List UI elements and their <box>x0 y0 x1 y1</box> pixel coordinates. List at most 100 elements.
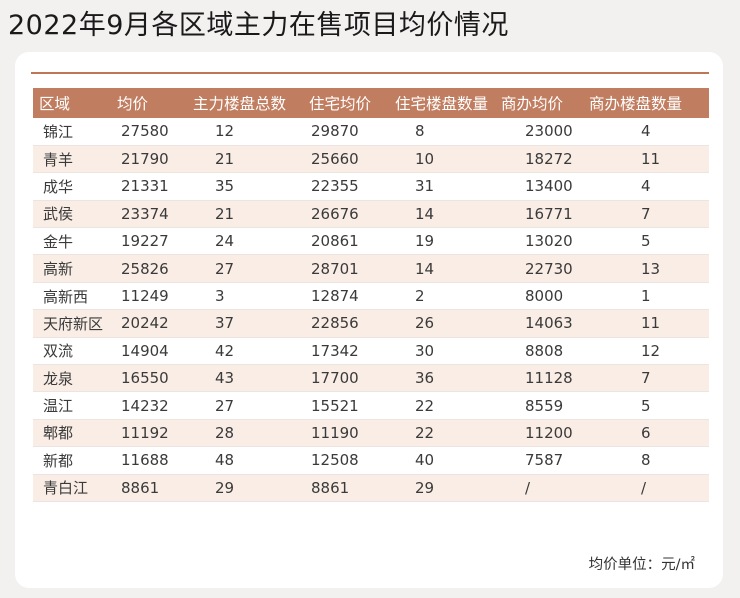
district-cell: 武侯 <box>33 200 111 229</box>
main-projects-cell: 37 <box>187 309 303 338</box>
district-cell: 温江 <box>33 391 111 420</box>
residential-avg-cell: 20861 <box>303 227 389 256</box>
header-commercial-avg: 商办均价 <box>501 95 564 113</box>
avg-price-cell: 19227 <box>111 227 187 256</box>
commercial-count-cell: 4 <box>583 172 709 201</box>
commercial-count-cell: 12 <box>583 337 709 366</box>
table-row: 高新 25826 27 28701 14 22730 13 <box>33 254 709 283</box>
avg-price-cell: 20242 <box>111 309 187 338</box>
residential-avg-cell: 17342 <box>303 337 389 366</box>
header-avg-price: 均价 <box>117 95 149 113</box>
commercial-count-cell: 1 <box>583 282 709 311</box>
residential-avg-cell: 15521 <box>303 391 389 420</box>
residential-count-cell: 30 <box>389 337 495 366</box>
commercial-avg-cell: 11200 <box>495 419 583 448</box>
table-row: 青白江 8861 29 8861 29// <box>33 474 709 502</box>
avg-price-cell: 21331 <box>111 172 187 201</box>
main-projects-cell: 27 <box>187 391 303 420</box>
main-projects-cell: 28 <box>187 419 303 448</box>
district-cell: 锦江 <box>33 118 111 146</box>
avg-price-cell: 21790 <box>111 145 187 174</box>
main-projects-cell: 43 <box>187 364 303 393</box>
avg-price-cell: 8861 <box>111 474 187 502</box>
commercial-count-cell: 4 <box>583 118 709 146</box>
table-row: 新都 11688 48 12508 40 7587 8 <box>33 446 709 475</box>
commercial-count-cell: 6 <box>583 419 709 448</box>
commercial-count-cell: 8 <box>583 446 709 475</box>
avg-price-cell: 23374 <box>111 200 187 229</box>
residential-count-cell: 2 <box>389 282 495 311</box>
district-cell: 郫都 <box>33 419 111 448</box>
table-row: 高新西 11249 3 12874 2 8000 1 <box>33 282 709 311</box>
district-cell: 双流 <box>33 337 111 366</box>
main-projects-cell: 21 <box>187 145 303 174</box>
header-residential-avg: 住宅均价 <box>309 95 372 113</box>
district-cell: 高新 <box>33 254 111 283</box>
table-body: 锦江 27580 12 29870 8 23000 4 青羊 21790 21 25660 10 182… <box>33 118 709 502</box>
commercial-count-cell: 7 <box>583 200 709 229</box>
header-divider <box>31 72 709 74</box>
commercial-avg-cell: 7587 <box>495 446 583 475</box>
avg-price-cell: 14232 <box>111 391 187 420</box>
main-projects-cell: 35 <box>187 172 303 201</box>
district-cell: 龙泉 <box>33 364 111 393</box>
commercial-count-cell: 13 <box>583 254 709 283</box>
residential-avg-cell: 17700 <box>303 364 389 393</box>
residential-avg-cell: 26676 <box>303 200 389 229</box>
table-row: 青羊 21790 21 25660 10 18272 11 <box>33 145 709 174</box>
residential-count-cell: 14 <box>389 200 495 229</box>
district-cell: 成华 <box>33 172 111 201</box>
avg-price-cell: 25826 <box>111 254 187 283</box>
district-cell: 青白江 <box>33 474 111 502</box>
table-header-row: 区域 均价 主力楼盘总数 住宅均价 住宅楼盘数量 商办均价 商办楼盘数量 <box>33 88 709 118</box>
table-row: 郫都 11192 28 11190 22 11200 6 <box>33 419 709 448</box>
table-row: 双流 14904 42 17342 30 8808 12 <box>33 337 709 366</box>
table-row: 天府新区 20242 37 22856 26 14063 11 <box>33 309 709 338</box>
residential-avg-cell: 25660 <box>303 145 389 174</box>
header-commercial-count: 商办楼盘数量 <box>589 95 683 113</box>
commercial-avg-cell: 8000 <box>495 282 583 311</box>
residential-count-cell: 31 <box>389 172 495 201</box>
commercial-avg-cell: 8808 <box>495 337 583 366</box>
commercial-avg-cell: 18272 <box>495 145 583 174</box>
table-row: 温江 14232 27 15521 22 8559 5 <box>33 391 709 420</box>
table-card: 区域 均价 主力楼盘总数 住宅均价 住宅楼盘数量 商办均价 商办楼盘数量 锦江 2… <box>15 52 723 588</box>
residential-avg-cell: 12874 <box>303 282 389 311</box>
residential-count-cell: 19 <box>389 227 495 256</box>
header-residential-count: 住宅楼盘数量 <box>395 95 489 113</box>
residential-count-cell: 36 <box>389 364 495 393</box>
residential-avg-cell: 8861 <box>303 474 389 502</box>
district-cell: 天府新区 <box>33 309 111 338</box>
header-main-projects: 主力楼盘总数 <box>193 95 287 113</box>
main-projects-cell: 24 <box>187 227 303 256</box>
unit-note: 均价单位：元/㎡ <box>588 557 695 573</box>
main-projects-cell: 3 <box>187 282 303 311</box>
avg-price-cell: 27580 <box>111 118 187 146</box>
residential-avg-cell: 12508 <box>303 446 389 475</box>
main-projects-cell: 48 <box>187 446 303 475</box>
main-projects-cell: 12 <box>187 118 303 146</box>
commercial-avg-cell: 13400 <box>495 172 583 201</box>
main-projects-cell: 29 <box>187 474 303 502</box>
residential-avg-cell: 28701 <box>303 254 389 283</box>
table-row: 金牛 19227 24 20861 19 13020 5 <box>33 227 709 256</box>
table-row: 武侯 23374 21 26676 14 16771 7 <box>33 200 709 229</box>
avg-price-cell: 11249 <box>111 282 187 311</box>
commercial-avg-cell: / <box>495 474 583 502</box>
avg-price-cell: 11192 <box>111 419 187 448</box>
residential-count-cell: 14 <box>389 254 495 283</box>
commercial-avg-cell: 14063 <box>495 309 583 338</box>
table-row: 成华 21331 35 22355 31 13400 4 <box>33 172 709 201</box>
commercial-avg-cell: 16771 <box>495 200 583 229</box>
commercial-avg-cell: 22730 <box>495 254 583 283</box>
residential-count-cell: 26 <box>389 309 495 338</box>
residential-count-cell: 8 <box>389 118 495 146</box>
commercial-avg-cell: 8559 <box>495 391 583 420</box>
residential-count-cell: 22 <box>389 419 495 448</box>
district-cell: 高新西 <box>33 282 111 311</box>
residential-avg-cell: 29870 <box>303 118 389 146</box>
header-district: 区域 <box>39 95 71 113</box>
district-cell: 金牛 <box>33 227 111 256</box>
residential-avg-cell: 11190 <box>303 419 389 448</box>
main-projects-cell: 42 <box>187 337 303 366</box>
